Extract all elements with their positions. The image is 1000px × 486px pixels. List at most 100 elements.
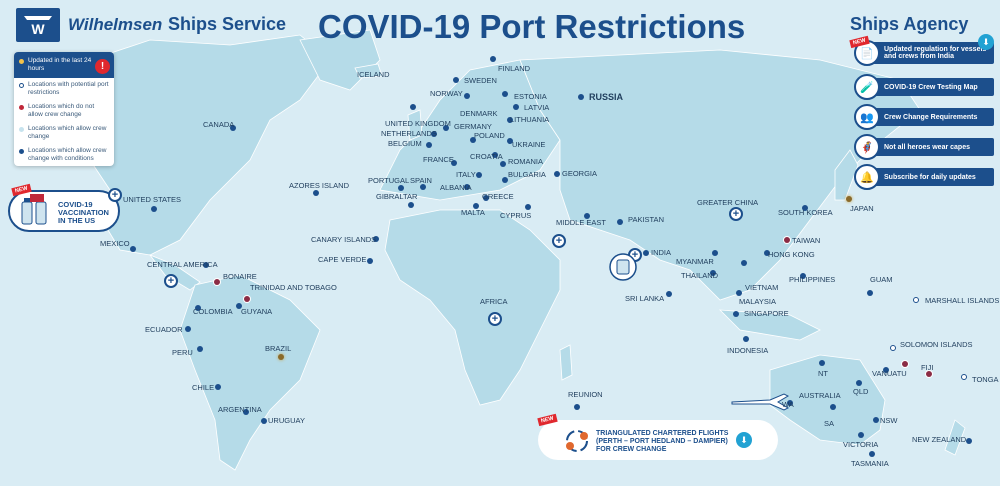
location-marker[interactable]	[490, 56, 496, 62]
location-marker[interactable]	[743, 336, 749, 342]
location-marker[interactable]	[420, 184, 426, 190]
download-icon[interactable]: ⬇	[978, 34, 994, 50]
vaccination-us-button[interactable]: NEW COVID-19 VACCINATION IN THE US +	[8, 183, 122, 232]
location-marker[interactable]	[617, 219, 623, 225]
location-marker[interactable]	[554, 171, 560, 177]
agency-item-heroes[interactable]: 🦸 Not all heroes wear capes	[854, 134, 994, 160]
ships-service-link[interactable]: Ships Service	[168, 14, 287, 34]
location-marker[interactable]	[787, 400, 793, 406]
location-marker-no-crew-change[interactable]	[784, 237, 790, 243]
ships-agency-link[interactable]: Ships Agency	[850, 14, 969, 34]
agency-item-testing-map[interactable]: 🧪 COVID-19 Crew Testing Map	[854, 74, 994, 100]
location-marker[interactable]	[733, 311, 739, 317]
location-marker[interactable]	[451, 160, 457, 166]
location-marker[interactable]	[500, 161, 506, 167]
location-marker[interactable]	[507, 117, 513, 123]
location-marker[interactable]	[502, 91, 508, 97]
location-marker[interactable]	[578, 94, 584, 100]
location-label: MALAYSIA	[739, 297, 776, 306]
location-marker[interactable]	[130, 246, 136, 252]
location-label: NSW	[880, 416, 898, 425]
location-marker[interactable]	[483, 195, 489, 201]
location-marker[interactable]	[443, 125, 449, 131]
location-marker[interactable]	[492, 152, 498, 158]
location-marker[interactable]	[203, 262, 209, 268]
location-marker[interactable]	[574, 404, 580, 410]
location-marker[interactable]	[453, 77, 459, 83]
location-marker[interactable]	[476, 172, 482, 178]
location-marker[interactable]	[464, 184, 470, 190]
agency-item-subscribe[interactable]: 🔔 Subscribe for daily updates	[854, 164, 994, 190]
location-marker[interactable]	[195, 305, 201, 311]
location-marker[interactable]	[408, 202, 414, 208]
location-label: TAIWAN	[792, 236, 821, 245]
location-marker[interactable]	[666, 291, 672, 297]
location-marker[interactable]	[525, 204, 531, 210]
location-label: WA	[782, 400, 794, 409]
location-marker[interactable]	[197, 346, 203, 352]
location-marker[interactable]	[243, 409, 249, 415]
location-marker[interactable]	[802, 205, 808, 211]
location-marker[interactable]	[966, 438, 972, 444]
red-dot-icon	[19, 105, 24, 110]
location-marker[interactable]	[830, 404, 836, 410]
location-marker-updated[interactable]	[278, 354, 284, 360]
location-marker[interactable]	[470, 137, 476, 143]
location-marker[interactable]	[426, 142, 432, 148]
location-marker[interactable]	[431, 131, 437, 137]
location-marker[interactable]	[873, 417, 879, 423]
location-marker[interactable]	[230, 125, 236, 131]
location-marker[interactable]	[215, 384, 221, 390]
location-marker[interactable]	[261, 418, 267, 424]
wilhelmsen-logo-icon: W	[16, 8, 60, 42]
location-marker[interactable]	[800, 273, 806, 279]
location-marker[interactable]	[373, 236, 379, 242]
location-marker-potential[interactable]	[890, 345, 896, 351]
location-marker-no-crew-change[interactable]	[214, 279, 220, 285]
location-marker[interactable]	[584, 213, 590, 219]
location-marker[interactable]	[502, 177, 508, 183]
location-marker-potential[interactable]	[961, 374, 967, 380]
flight-cycle-icon	[566, 430, 588, 452]
greater-china-expand-icon[interactable]: +	[729, 207, 743, 221]
location-marker[interactable]	[313, 190, 319, 196]
location-marker[interactable]	[856, 380, 862, 386]
chartered-flights-button[interactable]: NEW TRIANGULATED CHARTERED FLIGHTS (PERT…	[537, 413, 778, 460]
location-marker[interactable]	[151, 206, 157, 212]
location-marker-no-crew-change[interactable]	[902, 361, 908, 367]
location-marker[interactable]	[710, 270, 716, 276]
location-label: SPAIN	[410, 176, 432, 185]
location-marker[interactable]	[398, 185, 404, 191]
agency-item-crew-change[interactable]: 👥 Crew Change Requirements	[854, 104, 994, 130]
location-marker-no-crew-change[interactable]	[244, 296, 250, 302]
agency-item-india[interactable]: NEW 📄 Updated regulation for vessels and…	[849, 34, 994, 66]
location-marker[interactable]	[464, 93, 470, 99]
location-label: SINGAPORE	[744, 309, 789, 318]
location-marker[interactable]	[513, 104, 519, 110]
central-america-expand-icon[interactable]: +	[164, 274, 178, 288]
location-marker[interactable]	[410, 104, 416, 110]
location-marker[interactable]	[867, 290, 873, 296]
location-marker-updated[interactable]	[846, 196, 852, 202]
location-marker-no-crew-change[interactable]	[926, 371, 932, 377]
location-marker[interactable]	[643, 250, 649, 256]
location-marker[interactable]	[883, 367, 889, 373]
middle-east-expand-icon[interactable]: +	[552, 234, 566, 248]
download-icon[interactable]: ⬇	[736, 432, 752, 448]
location-marker-potential[interactable]	[913, 297, 919, 303]
location-marker[interactable]	[736, 290, 742, 296]
location-marker[interactable]	[764, 250, 770, 256]
location-label: CAPE VERDE	[318, 255, 367, 264]
location-marker[interactable]	[367, 258, 373, 264]
brand-logo[interactable]: W Wilhelmsen	[16, 8, 162, 42]
location-marker[interactable]	[741, 260, 747, 266]
location-marker[interactable]	[712, 250, 718, 256]
location-marker[interactable]	[819, 360, 825, 366]
location-marker[interactable]	[507, 138, 513, 144]
location-marker[interactable]	[236, 303, 242, 309]
location-marker[interactable]	[473, 203, 479, 209]
africa-expand-icon[interactable]: +	[488, 312, 502, 326]
location-marker[interactable]	[869, 451, 875, 457]
location-marker[interactable]	[858, 432, 864, 438]
location-marker[interactable]	[185, 326, 191, 332]
